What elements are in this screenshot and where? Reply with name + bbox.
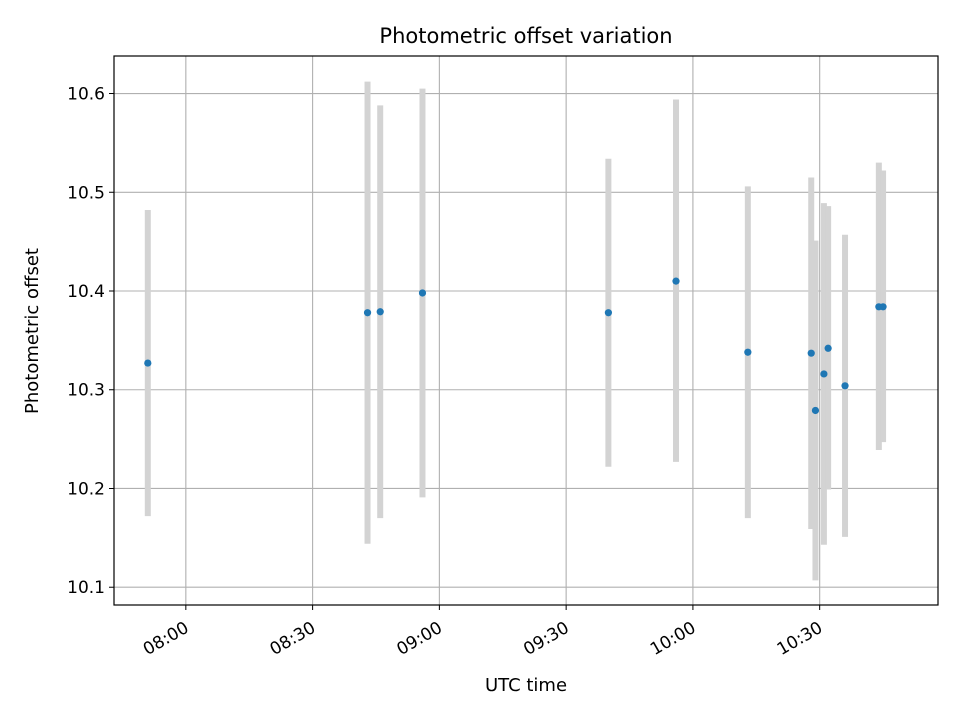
data-point <box>820 370 828 378</box>
x-tick-label: 09:00 <box>393 618 445 660</box>
data-point <box>807 349 815 357</box>
data-point <box>376 308 384 316</box>
x-tick-label: 10:00 <box>647 618 699 660</box>
data-point <box>144 359 152 367</box>
plot-area-frame <box>113 55 939 606</box>
y-tick-label: 10.6 <box>67 85 105 105</box>
x-tick-label: 08:00 <box>140 618 192 660</box>
y-tick-label: 10.1 <box>67 578 105 598</box>
error-bars <box>144 81 887 581</box>
chart-title: Photometric offset variation <box>379 24 672 48</box>
data-point <box>879 303 887 311</box>
y-tick-label: 10.3 <box>67 381 105 401</box>
y-tick-label: 10.4 <box>67 282 105 302</box>
data-point <box>604 309 613 317</box>
axis-ticks: 08:00 08:30 09:00 09:30 10:00 10:30 10.1 10.2 10… <box>67 85 826 660</box>
data-point <box>418 289 427 297</box>
data-point <box>841 382 849 390</box>
data-point <box>672 277 680 285</box>
x-tick-label: 08:30 <box>267 618 319 660</box>
grid-lines <box>114 56 938 605</box>
data-point <box>811 406 820 415</box>
y-tick-label: 10.5 <box>67 183 105 203</box>
data-point <box>824 344 832 352</box>
data-point <box>744 348 752 356</box>
data-point <box>363 309 372 317</box>
data-points <box>144 277 887 415</box>
x-axis-label: UTC time <box>485 675 567 696</box>
y-axis-label: Photometric offset <box>22 248 43 414</box>
x-tick-label: 09:30 <box>520 618 572 660</box>
x-tick-label: 10:30 <box>774 618 826 660</box>
y-tick-label: 10.2 <box>67 479 105 499</box>
